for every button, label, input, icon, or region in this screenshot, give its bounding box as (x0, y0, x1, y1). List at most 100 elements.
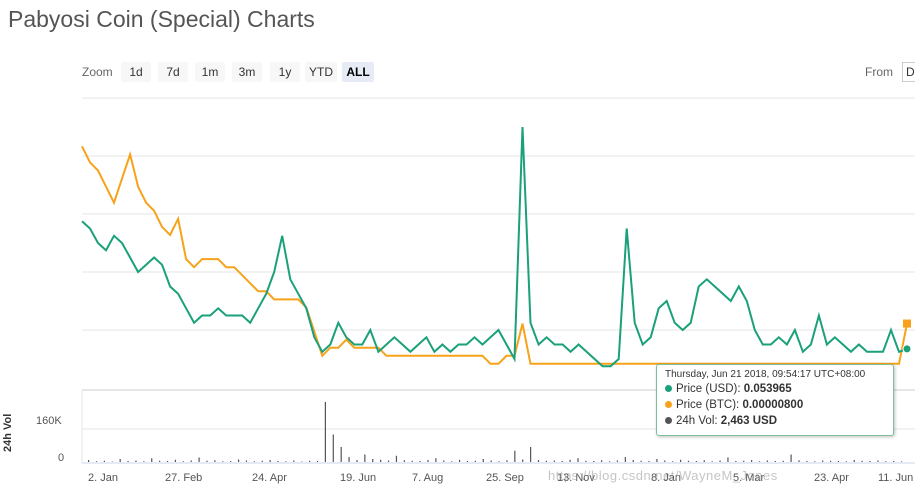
volume-bar (127, 461, 129, 462)
volume-bar (451, 461, 453, 462)
x-tick-label: 19. Jun (340, 472, 377, 484)
x-tick-label: 5. Mar (733, 472, 765, 484)
btc-hover-marker (903, 319, 911, 328)
volume-bar (727, 457, 729, 462)
volume-bar (301, 461, 303, 462)
zoom-all-button[interactable]: ALL (342, 62, 374, 82)
volume-bar (656, 459, 658, 462)
tooltip-date: Thursday, Jun 21 2018, 09:54:17 UTC+08:0… (665, 369, 866, 380)
tooltip-btc-label: Price (BTC): (676, 399, 740, 411)
volume-bar (269, 460, 271, 462)
volume-bar (790, 454, 792, 462)
volume-bar (735, 461, 737, 462)
volume-bar (837, 461, 840, 462)
volume-bar (869, 461, 871, 462)
volume-bar (608, 461, 611, 462)
zoom-7d-button[interactable]: 7d (158, 62, 188, 82)
volume-bar (340, 447, 342, 462)
volume-bar (427, 460, 429, 462)
price-lines (81, 126, 912, 368)
zoom-ytd-button[interactable]: YTD (305, 62, 337, 82)
x-tick-label: 13. Nov (557, 472, 595, 484)
zoom-3m-button[interactable]: 3m (232, 62, 262, 82)
volume-bar (214, 460, 216, 462)
zoom-1y-button[interactable]: 1y (270, 62, 300, 82)
tooltip-row-vol: 24h Vol: 2,463 USD (665, 415, 777, 427)
volume-bar (159, 460, 161, 462)
volume-bar (309, 460, 311, 462)
volume-bar (553, 460, 555, 462)
volume-bar (443, 460, 445, 462)
volume-bar (490, 460, 492, 462)
volume-bar (182, 461, 184, 462)
tooltip-vol-label: 24h Vol: (676, 415, 718, 427)
volume-bar (293, 460, 295, 462)
x-tick-label: 23. Apr (814, 472, 849, 484)
volume-bar (798, 460, 800, 462)
volume-bar (845, 461, 847, 462)
volume-tick-160k: 160K (36, 415, 62, 427)
volume-bar (419, 461, 421, 462)
volume-bar (143, 461, 145, 462)
zoom-1d-button[interactable]: 1d (121, 62, 151, 82)
x-tick-label: 24. Apr (252, 472, 287, 484)
volume-bar (166, 461, 169, 462)
volume-bar (198, 457, 200, 462)
volume-bar (403, 460, 405, 462)
x-tick-label: 2. Jan (88, 472, 118, 484)
volume-bar (901, 461, 903, 462)
volume-bar (743, 460, 745, 462)
price-btc-line (81, 145, 908, 365)
from-date-input[interactable]: D (902, 62, 915, 82)
volume-bar (695, 461, 697, 462)
volume-bar (711, 461, 713, 462)
volume-bar (395, 455, 398, 462)
volume-bar (88, 460, 90, 462)
volume-bar (672, 461, 674, 462)
volume-bar (253, 461, 255, 462)
volume-bar (616, 460, 619, 462)
x-tick-label: 11. Jun (878, 472, 914, 484)
volume-bar (95, 461, 98, 462)
volume-bar (766, 460, 769, 462)
x-tick-label: 7. Aug (412, 472, 444, 484)
volume-bar (585, 460, 587, 462)
volume-bar (332, 434, 334, 462)
tooltip-row-usd: Price (USD): 0.053965 (665, 383, 792, 395)
volume-bar (135, 460, 137, 462)
volume-bar (861, 460, 863, 462)
volume-bar (348, 457, 350, 462)
volume-bar (458, 459, 461, 462)
volume-bar (624, 457, 626, 462)
volume-bar (806, 461, 808, 462)
volume-bar (664, 460, 666, 462)
vol-dot-icon (665, 417, 672, 425)
volume-bar (522, 459, 524, 462)
volume-bar (466, 461, 469, 462)
volume-bar (230, 461, 232, 462)
chart-tooltip: Thursday, Jun 21 2018, 09:54:17 UTC+08:0… (656, 364, 894, 436)
x-tick-label: 27. Feb (165, 472, 203, 484)
volume-bar (514, 450, 516, 462)
volume-bar (877, 460, 879, 462)
price-usd-line (81, 126, 908, 368)
zoom-1m-button[interactable]: 1m (195, 62, 225, 82)
volume-bar (822, 460, 824, 462)
volume-bar (814, 461, 816, 462)
usd-dot-icon (665, 385, 672, 393)
volume-bar (119, 459, 121, 462)
volume-bar (593, 461, 595, 462)
tooltip-row-btc: Price (BTC): 0.00000800 (665, 399, 803, 411)
volume-bar (380, 459, 382, 462)
volume-bars (88, 402, 903, 462)
volume-bar (758, 461, 761, 462)
tooltip-vol-value: 2,463 USD (720, 415, 778, 427)
volume-bar (190, 460, 192, 462)
volume-bar (174, 459, 177, 462)
volume-bar (222, 461, 224, 462)
volume-bar (151, 458, 153, 462)
volume-bar (111, 461, 113, 462)
x-tick-label: 8. Jan (651, 472, 681, 484)
volume-bar (601, 460, 603, 462)
